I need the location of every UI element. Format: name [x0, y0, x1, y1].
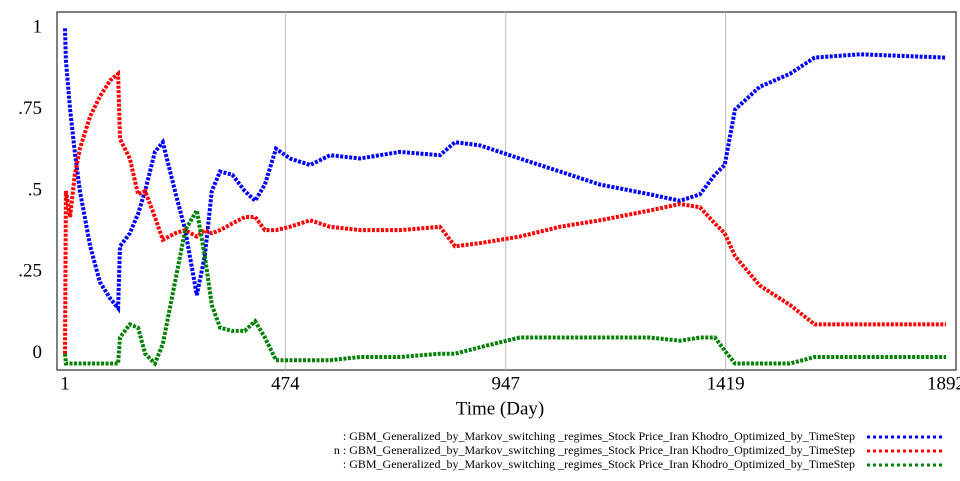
- y-tick-label: .25: [18, 261, 42, 282]
- x-tick-label: 1419: [707, 373, 745, 394]
- series-line: [63, 204, 946, 368]
- x-tick-label: 1: [60, 373, 70, 394]
- series-line: [63, 69, 946, 354]
- plot-frame: [56, 11, 957, 371]
- x-axis-title: Time (Day): [456, 398, 545, 419]
- x-tick-label: 474: [271, 373, 300, 394]
- series-line: [63, 28, 947, 314]
- legend-label: : GBM_Generalized_by_Markov_switching _r…: [343, 457, 855, 471]
- x-tick-label: 947: [491, 373, 520, 394]
- legend-label: : GBM_Generalized_by_Markov_switching _r…: [343, 429, 855, 443]
- y-tick-label: .75: [18, 98, 42, 119]
- y-tick-label: 0: [33, 342, 43, 363]
- y-tick-label: .5: [28, 179, 42, 200]
- y-tick-label: 1: [33, 17, 43, 38]
- legend-label: n : GBM_Generalized_by_Markov_switching …: [334, 443, 855, 457]
- x-tick-label: 1892: [927, 373, 960, 394]
